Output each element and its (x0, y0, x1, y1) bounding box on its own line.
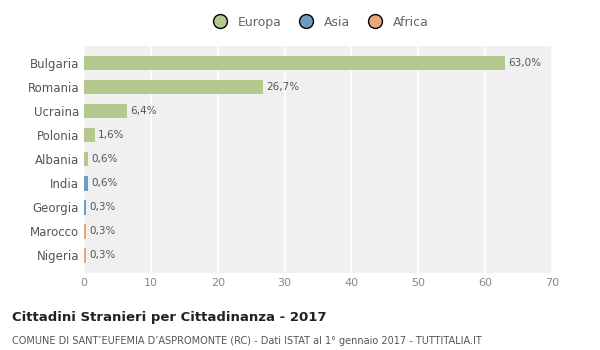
Text: 0,6%: 0,6% (91, 178, 118, 188)
Bar (84, 152, 88, 167)
Text: 6,4%: 6,4% (130, 106, 157, 116)
Text: COMUNE DI SANT’EUFEMIA D’ASPROMONTE (RC) - Dati ISTAT al 1° gennaio 2017 - TUTTI: COMUNE DI SANT’EUFEMIA D’ASPROMONTE (RC)… (12, 336, 482, 346)
Text: Cittadini Stranieri per Cittadinanza - 2017: Cittadini Stranieri per Cittadinanza - 2… (12, 312, 326, 324)
Text: 1,6%: 1,6% (98, 130, 125, 140)
Text: 0,6%: 0,6% (91, 154, 118, 164)
Text: 0,3%: 0,3% (89, 226, 116, 236)
Bar (84, 128, 95, 142)
Bar (84, 104, 127, 118)
Bar (84, 176, 88, 190)
Bar (84, 56, 505, 70)
Text: 63,0%: 63,0% (509, 58, 542, 68)
Bar (84, 224, 86, 239)
Text: 0,3%: 0,3% (89, 251, 116, 260)
Bar (84, 200, 86, 215)
Text: 0,3%: 0,3% (89, 202, 116, 212)
Legend: Europa, Asia, Africa: Europa, Asia, Africa (203, 11, 433, 34)
Bar (84, 80, 263, 94)
Bar (84, 248, 86, 262)
Text: 26,7%: 26,7% (266, 82, 299, 92)
